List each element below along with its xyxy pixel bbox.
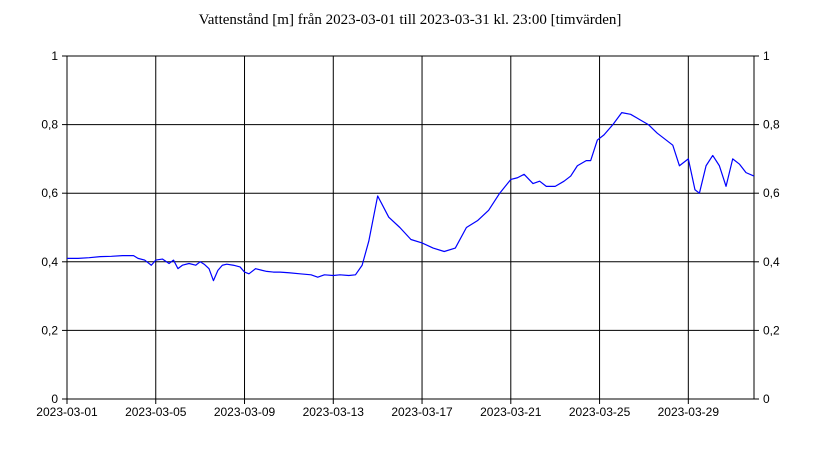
chart-title: Vattenstånd [m] från 2023-03-01 till 202… [198,12,622,28]
y-tick-label-left: 0,8 [41,118,58,132]
x-tick-label: 2023-03-29 [658,405,720,419]
x-tick-label: 2023-03-09 [214,405,276,419]
x-tick-label: 2023-03-13 [303,405,365,419]
y-tick-label-left: 0,2 [41,323,58,337]
y-tick-label-right: 0,6 [763,186,780,200]
x-tick-label: 2023-03-25 [569,405,631,419]
y-tick-label-right: 0,8 [763,118,780,132]
x-tick-label: 2023-03-21 [480,405,542,419]
y-tick-label-right: 0,4 [763,255,780,269]
x-tick-label: 2023-03-17 [391,405,453,419]
y-tick-label-left: 0,4 [41,255,58,269]
x-tick-label: 2023-03-05 [125,405,187,419]
y-tick-label-left: 0,6 [41,186,58,200]
y-tick-label-right: 0,2 [763,323,780,337]
plot-frame [66,55,755,400]
y-tick-label-left: 1 [51,49,58,63]
series-line [67,112,755,282]
x-tick-label: 2023-03-01 [36,405,98,419]
grid-lines [66,55,754,400]
axes [62,55,759,404]
y-tick-label-right: 1 [763,49,770,63]
series-layer [67,112,755,282]
y-tick-label-right: 0 [763,392,770,406]
y-tick-label-left: 0 [51,392,58,406]
tick-labels: 0 0 0,2 0,2 0,4 0,4 0,6 0,6 0,8 0,8 1 1 2023-03-01 20… [36,49,780,419]
